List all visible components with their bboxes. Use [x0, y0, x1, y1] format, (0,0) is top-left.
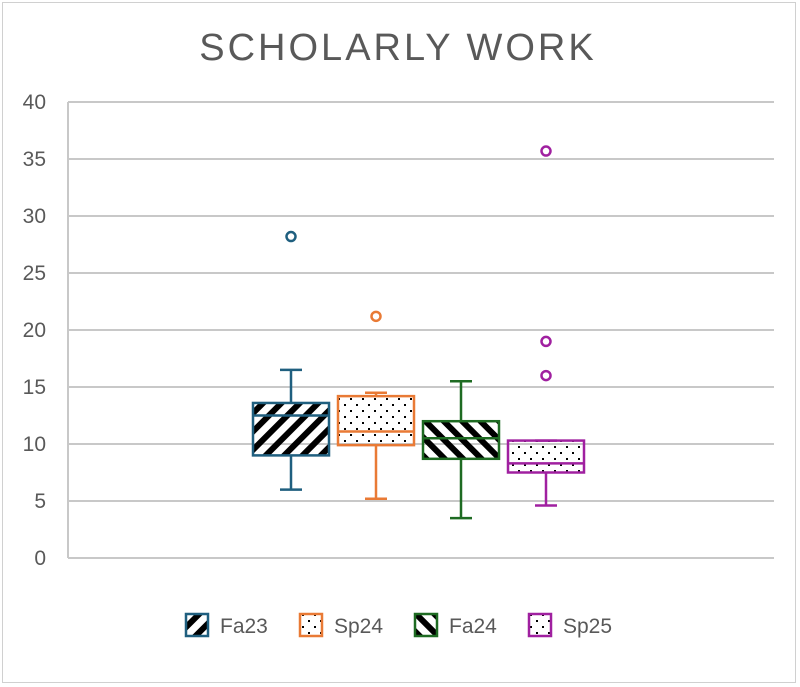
legend: Fa23 Sp24 Fa24 Sp25	[184, 612, 612, 638]
box-Sp24	[336, 310, 416, 500]
legend-swatch-Fa24	[413, 612, 439, 638]
box-iqr-Fa24	[421, 419, 501, 461]
box-Sp25	[506, 145, 586, 507]
outlier-Sp24-0	[370, 310, 382, 323]
y-tick-label-10: 10	[23, 433, 46, 456]
y-tick-label-0: 0	[34, 547, 46, 570]
box-iqr-Sp25	[506, 439, 586, 474]
chart-title: SCHOLARLY WORK	[199, 27, 596, 69]
outlier-Fa23-0	[285, 230, 297, 243]
y-tick-label-20: 20	[23, 319, 46, 342]
box-Fa23	[251, 230, 331, 491]
outlier-Sp25-0	[540, 369, 552, 382]
y-tick-label-35: 35	[23, 148, 46, 171]
box-iqr-Fa23	[251, 401, 331, 457]
legend-label-Fa23: Fa23	[220, 615, 268, 638]
y-tick-label-5: 5	[34, 490, 46, 513]
y-tick-label-40: 40	[23, 91, 46, 114]
gridlines	[68, 101, 774, 502]
box-iqr-Sp24	[336, 394, 416, 447]
legend-item-Fa24: Fa24	[413, 612, 497, 638]
legend-label-Fa24: Fa24	[449, 615, 497, 638]
y-axis: 0 5 10 15 20 25 30 35 40	[23, 91, 774, 570]
legend-item-Sp25: Sp25	[527, 612, 612, 638]
y-tick-label-15: 15	[23, 376, 46, 399]
y-tick-label-25: 25	[23, 262, 46, 285]
legend-item-Sp24: Sp24	[298, 612, 383, 638]
legend-label-Sp25: Sp25	[563, 615, 612, 638]
boxes	[251, 145, 586, 520]
legend-label-Sp24: Sp24	[334, 615, 383, 638]
legend-swatch-Sp24	[298, 612, 324, 638]
box-Fa24	[421, 380, 501, 520]
outlier-Sp25-2	[540, 145, 552, 157]
legend-item-Fa23: Fa23	[184, 612, 268, 638]
legend-swatch-Sp25	[527, 612, 553, 638]
y-tick-label-30: 30	[23, 205, 46, 228]
outlier-Sp25-1	[540, 335, 552, 348]
legend-swatch-Fa23	[184, 612, 210, 638]
